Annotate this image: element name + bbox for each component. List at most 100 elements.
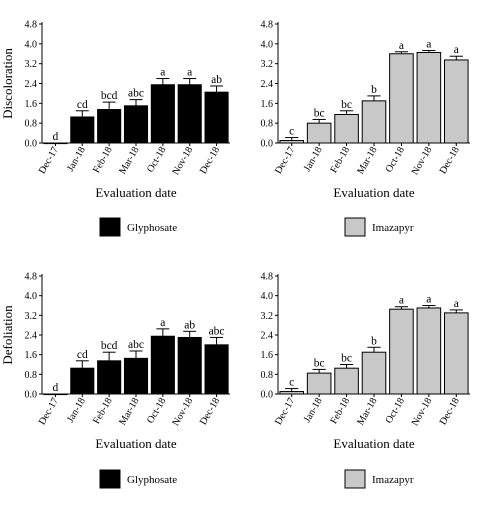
x-tick-label: Jan-18 (302, 145, 325, 174)
legend-label: Imazapyr (372, 222, 414, 234)
significance-letter: bcd (101, 90, 118, 102)
x-tick-label: Feb-18 (91, 396, 115, 426)
significance-letter: d (53, 131, 59, 143)
bar (389, 53, 414, 144)
y-tick-label: 4.0 (25, 39, 38, 50)
significance-letter: a (399, 40, 404, 52)
x-tick-label: Dec-18 (198, 145, 222, 176)
bar (150, 335, 175, 395)
significance-letter: a (426, 294, 431, 306)
bar (361, 351, 387, 395)
bar (416, 307, 442, 395)
x-tick-label: Feb-18 (328, 396, 352, 426)
significance-letter: a (160, 317, 165, 329)
y-tick-label: 1.6 (261, 99, 274, 110)
x-tick-label: Dec-17 (273, 145, 297, 176)
y-tick-label: 0.0 (25, 390, 38, 401)
x-tick-label: Jan-18 (65, 145, 88, 174)
significance-letter: a (160, 67, 165, 79)
bar (334, 113, 359, 144)
significance-letter: a (454, 44, 459, 56)
y-tick-label: 4.0 (261, 291, 274, 302)
legend-label: Glyphosate (127, 222, 177, 234)
x-tick-label: Oct-18 (145, 396, 168, 426)
x-tick-label: Dec-17 (37, 396, 61, 427)
bar (279, 391, 305, 395)
significance-letter: a (426, 39, 431, 51)
bar (97, 109, 122, 144)
legend-label: Glyphosate (127, 474, 177, 486)
y-tick-label: 2.4 (25, 79, 38, 90)
bar (389, 308, 414, 395)
significance-letter: bcd (101, 340, 118, 352)
x-tick-label: Jan-18 (302, 396, 325, 425)
significance-letter: a (187, 67, 192, 79)
significance-letter: ab (184, 319, 195, 331)
chart-panel-top-left: 0.0 0.8 1.6 2.4 3.2 4.0 4.8 Discoloration d Dec-1… (0, 20, 230, 237)
bar (416, 52, 442, 144)
x-tick-label: Dec-18 (198, 396, 222, 427)
legend-swatch (344, 469, 366, 489)
legend-swatch (344, 217, 366, 237)
bar (97, 360, 122, 395)
bar (306, 122, 332, 144)
bar (204, 344, 229, 395)
y-tick-label: 0.8 (261, 119, 274, 130)
significance-letter: bc (314, 357, 325, 369)
x-tick-label: Dec-17 (37, 145, 61, 176)
y-axis-label: Defoliation (0, 305, 15, 365)
y-tick-label: 2.4 (261, 79, 274, 90)
y-tick-label: 3.2 (25, 311, 38, 322)
legend: Imazapyr (344, 469, 414, 489)
bar (70, 116, 95, 144)
significance-letter: bc (341, 353, 352, 365)
legend-label: Imazapyr (372, 474, 414, 486)
y-tick-label: 0.8 (25, 370, 38, 381)
y-tick-label: 3.2 (261, 59, 274, 70)
y-tick-label: 0.8 (25, 119, 38, 130)
x-tick-label: Mar-18 (117, 145, 141, 176)
bar (177, 84, 202, 144)
y-tick-label: 4.8 (261, 272, 274, 283)
bar (123, 105, 149, 144)
x-tick-label: Mar-18 (355, 145, 379, 176)
x-tick-label: Dec-18 (438, 396, 462, 427)
y-tick-label: 0.0 (261, 390, 274, 401)
chart-panel-bottom-left: 0.0 0.8 1.6 2.4 3.2 4.0 4.8 Defoliation d Dec-17 c… (0, 272, 230, 489)
significance-letter: c (289, 126, 294, 138)
y-tick-label: 2.4 (261, 331, 274, 342)
y-tick-label: 2.4 (25, 331, 38, 342)
significance-letter: c (289, 377, 294, 389)
significance-letter: cd (77, 99, 88, 111)
chart-panel-bottom-right: 0.0 0.8 1.6 2.4 3.2 4.0 4.8 c Dec-17 bc Jan-18 bc Fe… (261, 272, 470, 489)
significance-letter: b (371, 335, 377, 347)
legend-swatch (99, 217, 121, 237)
y-tick-label: 0.0 (25, 139, 38, 150)
legend-swatch (99, 469, 121, 489)
x-tick-label: Nov-18 (171, 145, 196, 177)
x-tick-label: Feb-18 (328, 145, 352, 175)
bar (443, 59, 469, 144)
y-tick-label: 4.8 (25, 272, 38, 283)
x-axis-label: Evaluation date (333, 185, 414, 200)
legend: Glyphosate (99, 469, 177, 489)
x-axis-label: Evaluation date (95, 185, 176, 200)
significance-letter: abc (128, 88, 144, 100)
x-tick-label: Mar-18 (355, 396, 379, 427)
bar (306, 372, 332, 395)
y-tick-label: 0.8 (261, 370, 274, 381)
x-tick-label: Nov-18 (171, 396, 196, 428)
significance-letter: bc (314, 107, 325, 119)
x-tick-label: Dec-17 (273, 396, 297, 427)
bar (334, 367, 359, 395)
x-tick-label: Feb-18 (91, 145, 115, 175)
x-tick-label: Mar-18 (117, 396, 141, 427)
bar (70, 367, 95, 395)
bar (279, 140, 305, 144)
bar (150, 84, 175, 144)
y-tick-label: 4.0 (261, 39, 274, 50)
y-tick-label: 1.6 (25, 350, 38, 361)
y-tick-label: 4.8 (25, 20, 38, 31)
